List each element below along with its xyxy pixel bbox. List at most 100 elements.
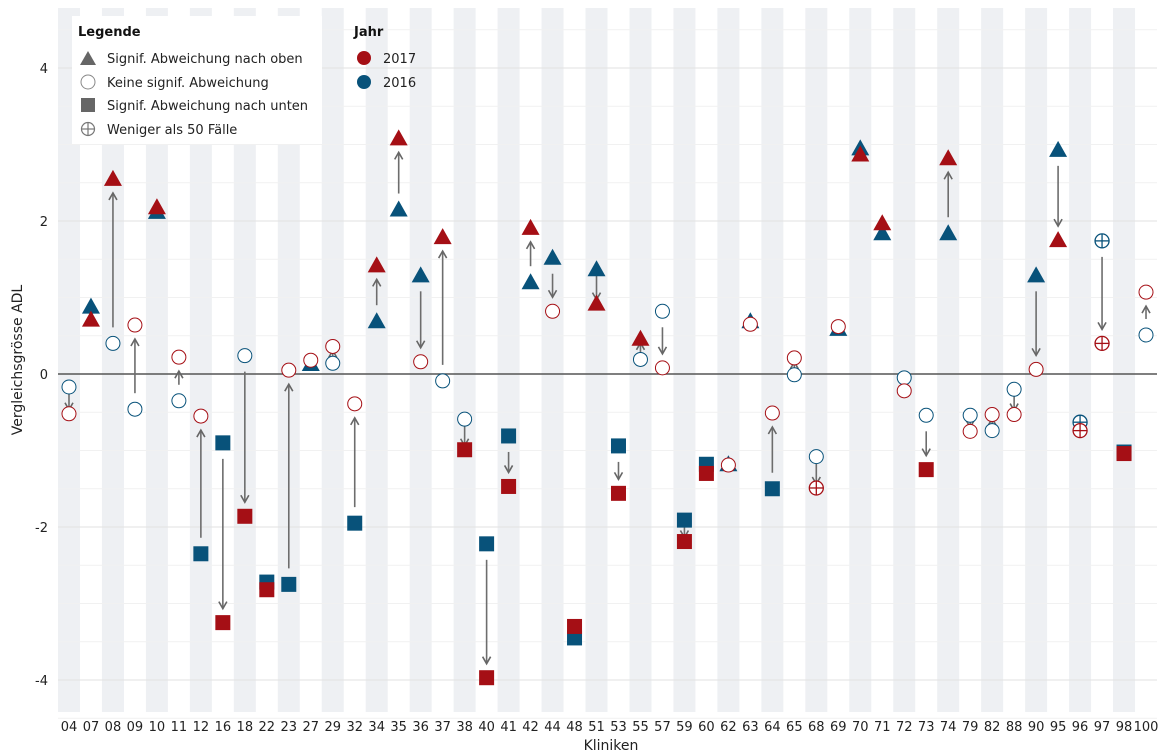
column-band — [1025, 8, 1048, 712]
point-2017 — [918, 462, 934, 478]
x-tick-label: 16 — [215, 720, 232, 735]
point-2016 — [171, 393, 187, 409]
column-band — [761, 8, 784, 712]
point-2017 — [303, 352, 319, 368]
x-tick-label: 44 — [544, 720, 561, 735]
point-2017 — [830, 319, 846, 335]
point-2017 — [259, 582, 275, 598]
column-band — [585, 8, 608, 712]
point-2017 — [501, 478, 517, 494]
x-tick-label: 09 — [127, 720, 144, 735]
point-2017 — [984, 407, 1000, 423]
x-tick-label: 70 — [852, 720, 869, 735]
point-2016 — [81, 297, 100, 314]
point-2017 — [676, 534, 692, 550]
point-2016 — [367, 312, 386, 329]
point-2016 — [237, 348, 253, 364]
x-tick-label: 98 — [1116, 720, 1133, 735]
column-band — [497, 8, 520, 712]
point-2016 — [105, 335, 121, 351]
x-tick-label: 90 — [1028, 720, 1045, 735]
point-2016 — [1027, 266, 1046, 283]
point-2017 — [433, 228, 452, 245]
point-2016 — [347, 515, 363, 531]
point-2017 — [521, 218, 540, 235]
column-band — [365, 8, 388, 712]
point-2017 — [367, 256, 386, 273]
point-2016 — [435, 373, 451, 389]
point-2016 — [587, 260, 606, 277]
x-tick-label: 08 — [105, 720, 122, 735]
legend-square-icon — [81, 98, 95, 112]
x-tick-label: 62 — [720, 720, 737, 735]
column-band — [805, 8, 828, 712]
x-tick-label: 59 — [676, 720, 693, 735]
x-tick-label: 32 — [346, 720, 363, 735]
x-tick-label: 96 — [1072, 720, 1089, 735]
x-tick-label: 63 — [742, 720, 759, 735]
x-tick-label: 48 — [566, 720, 583, 735]
x-tick-label: 10 — [149, 720, 166, 735]
column-band — [541, 8, 564, 712]
x-tick-label: 11 — [171, 720, 188, 735]
x-tick-label: 51 — [588, 720, 605, 735]
point-2016 — [808, 449, 824, 465]
point-2016 — [521, 273, 540, 290]
x-tick-label: 64 — [764, 720, 781, 735]
column-band — [453, 8, 476, 712]
x-tick-label: 72 — [896, 720, 913, 735]
x-tick-label: 97 — [1094, 720, 1111, 735]
column-band — [981, 8, 1004, 712]
x-tick-label: 71 — [874, 720, 891, 735]
point-2017 — [1006, 407, 1022, 423]
x-tick-label: 07 — [83, 720, 100, 735]
svg-text:Signif. Abweichung nach oben: Signif. Abweichung nach oben — [107, 52, 303, 67]
point-2016 — [654, 303, 670, 319]
point-2016 — [632, 351, 648, 367]
x-tick-label: 95 — [1050, 720, 1067, 735]
year-legend-title: Jahr — [353, 25, 384, 40]
x-tick-label: 29 — [324, 720, 341, 735]
point-2016 — [764, 481, 780, 497]
point-2017 — [610, 485, 626, 501]
point-2017 — [764, 405, 780, 421]
year-legend-2017: 2017 — [357, 51, 416, 67]
column-band — [277, 8, 300, 712]
x-tick-label: 27 — [302, 720, 319, 735]
column-band — [189, 8, 212, 712]
column-band — [849, 8, 872, 712]
point-2016 — [786, 367, 802, 383]
point-2016 — [610, 438, 626, 454]
x-tick-label: 53 — [610, 720, 627, 735]
legend-circle-icon — [80, 74, 96, 90]
point-2016 — [567, 630, 583, 646]
y-tick-label: -2 — [35, 521, 48, 536]
point-2016 — [479, 536, 495, 552]
point-2017 — [479, 670, 495, 686]
point-2017 — [193, 408, 209, 424]
legend-item-down: Signif. Abweichung nach unten — [81, 98, 308, 114]
point-2016 — [873, 224, 892, 241]
x-tick-label: 42 — [522, 720, 539, 735]
x-tick-label: 34 — [368, 720, 385, 735]
legend-crossed-circle-icon — [80, 121, 96, 137]
year-2016-dot-icon — [357, 75, 371, 89]
point-2016 — [676, 512, 692, 528]
point-2017 — [103, 169, 122, 186]
point-2016 — [984, 423, 1000, 439]
y-tick-label: 4 — [40, 62, 48, 77]
svg-text:Keine signif. Abweichung: Keine signif. Abweichung — [107, 76, 269, 91]
point-2016 — [389, 200, 408, 217]
point-2016 — [127, 401, 143, 417]
x-tick-label: 73 — [918, 720, 935, 735]
svg-text:2016: 2016 — [383, 76, 416, 91]
point-2017 — [1094, 335, 1110, 352]
point-2017 — [147, 198, 166, 215]
point-2017 — [587, 294, 606, 311]
point-2017 — [786, 350, 802, 366]
x-tick-label: 38 — [456, 720, 473, 735]
point-2017 — [939, 149, 958, 166]
point-2017 — [567, 618, 583, 634]
point-2017 — [61, 406, 77, 422]
